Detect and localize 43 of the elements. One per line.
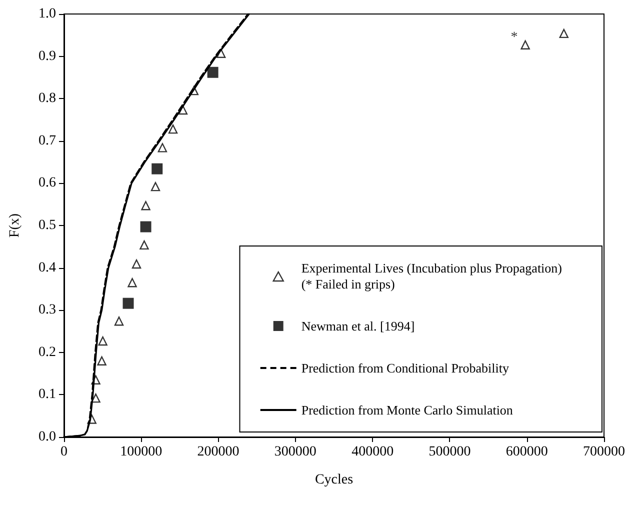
- point: [122, 298, 134, 309]
- legend-label: Prediction from Conditional Probability: [301, 360, 510, 376]
- point: [98, 336, 108, 346]
- point: [520, 40, 530, 50]
- y-tick-label: 0.9: [38, 48, 56, 64]
- point: [207, 66, 218, 78]
- x-tick-label: 200000: [197, 444, 240, 460]
- y-tick-label: 0.5: [38, 218, 56, 233]
- y-tick-label: 0.7: [38, 133, 56, 148]
- x-tick-label: 600000: [506, 444, 548, 460]
- y-tick-label: 0.1: [38, 387, 56, 402]
- point: [559, 28, 568, 38]
- x-tick-label: 700000: [583, 444, 625, 460]
- y-tick-label: 0.0: [38, 430, 56, 444]
- point: [140, 240, 149, 250]
- legend-label: Newman et al. [1994]: [301, 318, 415, 334]
- point: [150, 182, 160, 192]
- point: [91, 393, 100, 403]
- point: [97, 356, 106, 366]
- y-axis-title: F(x): [8, 213, 22, 238]
- x-tick-label: 400000: [352, 444, 394, 460]
- y-tick-label: 0.6: [38, 176, 56, 191]
- x-tick-label: 0: [60, 444, 68, 460]
- point: [141, 201, 150, 210]
- point: [158, 143, 168, 152]
- x-tick-label: 300000: [274, 444, 316, 460]
- x-tick-label: 100000: [120, 444, 162, 460]
- y-tick-label: 1.0: [38, 6, 56, 22]
- point: [152, 163, 163, 174]
- point: [114, 316, 124, 326]
- legend-label: Prediction from Monte Carlo Simulation: [301, 402, 514, 418]
- point: [168, 124, 178, 134]
- point: [140, 221, 152, 232]
- y-tick-label: 0.8: [38, 91, 56, 106]
- x-axis-title: Cycles: [314, 472, 354, 488]
- y-tick-label: 0.2: [38, 344, 56, 360]
- point: [132, 259, 142, 269]
- data-label: *: [510, 30, 518, 45]
- y-tick-label: 0.3: [38, 302, 56, 318]
- y-tick-label: 0.4: [38, 260, 56, 276]
- x-tick-label: 500000: [428, 444, 471, 460]
- legend-label: Experimental Lives (Incubation plus Propagation) (* Failed in grips): [301, 260, 562, 292]
- point: [128, 278, 137, 288]
